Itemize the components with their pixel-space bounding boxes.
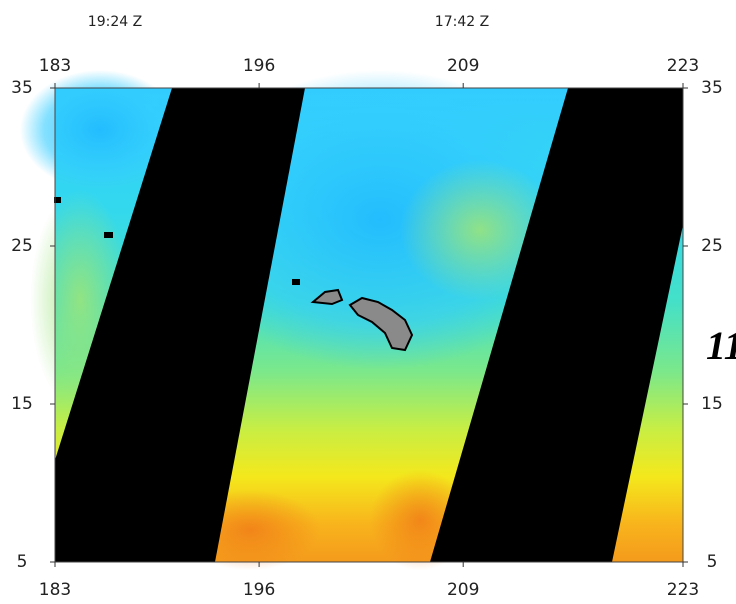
y-tick-label: 25 — [701, 236, 723, 256]
y-tick-label: 15 — [11, 394, 33, 414]
side-label: 11 — [706, 323, 736, 368]
left-swath — [55, 88, 305, 562]
y-tick-label: 5 — [17, 552, 28, 572]
x-tick-label: 183 — [39, 580, 71, 600]
x-tick-label: 209 — [447, 580, 479, 600]
x-tick-label: 209 — [447, 56, 479, 76]
y-tick-label: 15 — [701, 394, 723, 414]
y-tick-label: 35 — [701, 78, 723, 98]
y-tick-label: 25 — [11, 236, 33, 256]
x-tick-label: 183 — [39, 56, 71, 76]
x-tick-label: 196 — [243, 56, 275, 76]
island-dot — [292, 279, 300, 285]
data-gaps — [54, 88, 683, 562]
islands — [310, 288, 414, 352]
island-dot — [104, 232, 113, 238]
right-swath — [430, 88, 683, 562]
island-dot — [54, 197, 61, 203]
y-tick-label: 5 — [707, 552, 718, 572]
map-frame — [54, 87, 684, 563]
x-tick-label: 223 — [667, 580, 699, 600]
y-tick-label: 35 — [11, 78, 33, 98]
x-tick-label: 196 — [243, 580, 275, 600]
pass-time: 19:24 Z — [88, 14, 142, 30]
x-tick-label: 223 — [667, 56, 699, 76]
pass-time: 17:42 Z — [435, 14, 489, 30]
